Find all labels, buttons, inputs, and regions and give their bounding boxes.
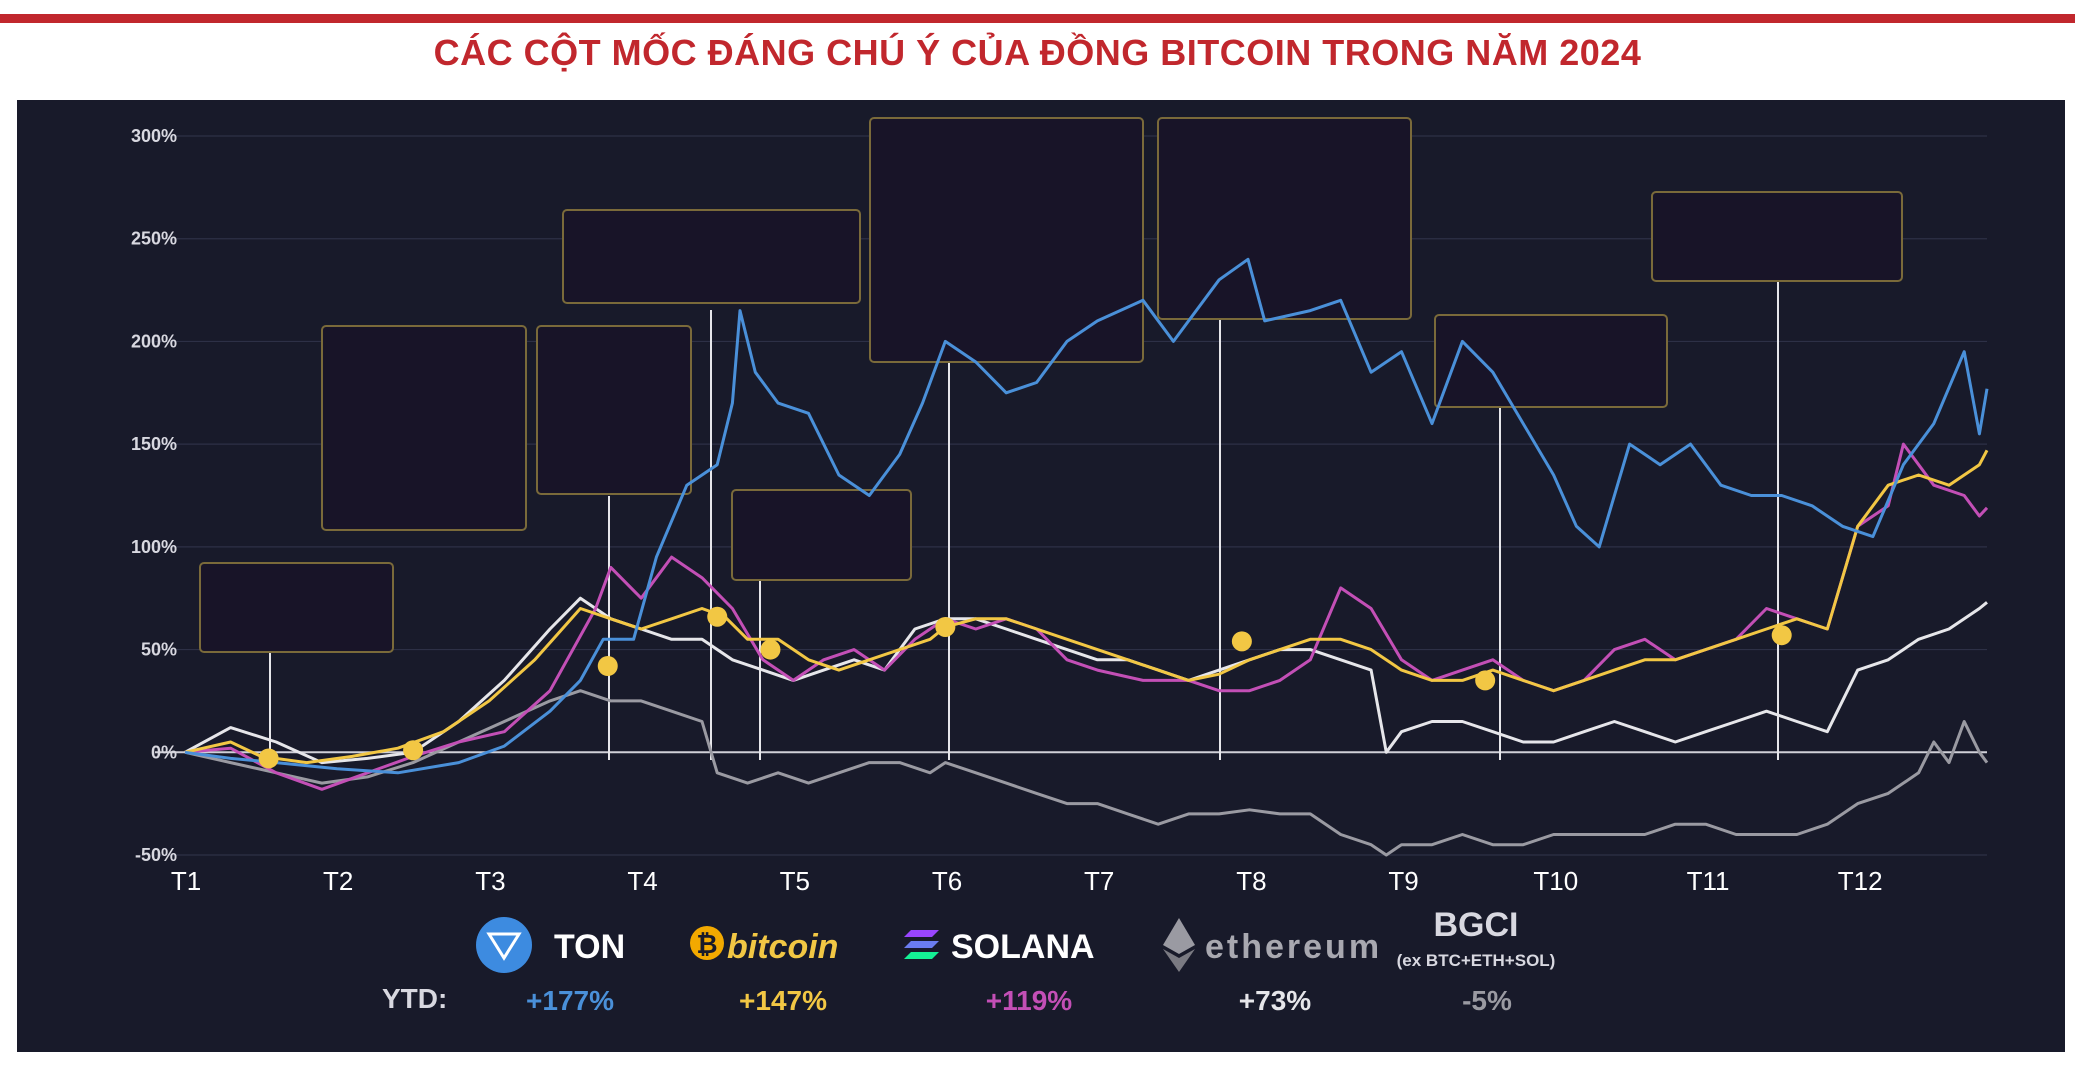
callout-box bbox=[199, 562, 394, 653]
legend-name-bitcoin: bitcoin bbox=[727, 928, 838, 966]
series-line-ethereum bbox=[184, 596, 1988, 765]
y-tick-label: 100% bbox=[131, 537, 177, 557]
legend-ytd-ton: +177% bbox=[526, 985, 614, 1016]
y-tick-label: 250% bbox=[131, 229, 177, 249]
y-tick-label: 150% bbox=[131, 434, 177, 454]
callout-box bbox=[562, 209, 861, 304]
bitcoin-icon bbox=[690, 926, 724, 960]
solana-icon bbox=[904, 952, 939, 959]
line-chart: 300% 250% 200% 150% 100% 50% 0% -50% T1 T2 T3 T4 T5… bbox=[131, 117, 1989, 1016]
legend-ytd-ethereum: +73% bbox=[1239, 985, 1311, 1016]
x-tick-label: T4 bbox=[627, 866, 657, 896]
ytd-label: YTD: bbox=[382, 983, 447, 1014]
legend-name-solana: SOLANA bbox=[951, 928, 1095, 966]
callout-box bbox=[1434, 314, 1668, 408]
callout-box bbox=[731, 489, 912, 581]
y-tick-label: -50% bbox=[135, 845, 177, 865]
y-tick-label: 200% bbox=[131, 331, 177, 351]
milestone-marker bbox=[1475, 670, 1496, 691]
milestone-marker bbox=[597, 656, 618, 677]
ton-glyph bbox=[486, 932, 522, 961]
y-tick-label: 300% bbox=[131, 126, 177, 146]
y-tick-label: 0% bbox=[151, 742, 177, 762]
legend-subtitle: (ex BTC+ETH+SOL) bbox=[1397, 951, 1556, 970]
callout-box bbox=[1651, 191, 1903, 282]
ethereum-icon-base bbox=[1163, 949, 1195, 972]
legend-name-ethereum: ethereum bbox=[1205, 928, 1382, 966]
top-rule bbox=[0, 14, 2075, 23]
milestone-marker bbox=[1231, 631, 1252, 652]
x-tick-label: T5 bbox=[780, 866, 810, 896]
page-title: CÁC CỘT MỐC ĐÁNG CHÚ Ý CỦA ĐỒNG BITCOIN … bbox=[433, 32, 1642, 73]
legend-name-bgci: BGCI bbox=[1434, 906, 1519, 944]
solana-icon bbox=[904, 941, 939, 948]
callout-box bbox=[869, 117, 1144, 363]
bitcoin-symbol: ₿ bbox=[696, 929, 717, 959]
x-tick-label: T9 bbox=[1388, 866, 1418, 896]
ethereum-icon bbox=[1163, 918, 1195, 954]
x-tick-label: T8 bbox=[1236, 866, 1266, 896]
callout-box bbox=[1157, 117, 1412, 320]
milestone-marker bbox=[707, 606, 728, 627]
ton-icon bbox=[476, 917, 532, 973]
x-tick-label: T1 bbox=[171, 866, 201, 896]
x-tick-label: T2 bbox=[323, 866, 353, 896]
milestone-marker bbox=[258, 748, 279, 769]
x-tick-label: T3 bbox=[475, 866, 505, 896]
milestone-marker bbox=[935, 616, 956, 637]
x-tick-label: T7 bbox=[1084, 866, 1114, 896]
milestone-marker bbox=[403, 740, 424, 761]
callout-box bbox=[321, 325, 527, 531]
legend-name-ton: TON bbox=[554, 928, 625, 966]
x-tick-label: T6 bbox=[932, 866, 962, 896]
solana-icon bbox=[904, 930, 939, 937]
series-line-bitcoin bbox=[184, 449, 1989, 765]
chart-panel: 300% 250% 200% 150% 100% 50% 0% -50% T1 T2 T3 T4 T5… bbox=[17, 100, 2065, 1052]
callout-box bbox=[536, 325, 692, 495]
legend-ytd-bitcoin: +147% bbox=[739, 985, 827, 1016]
milestone-marker bbox=[760, 639, 781, 660]
x-tick-label: T11 bbox=[1687, 866, 1730, 896]
series-line-ton bbox=[184, 257, 1989, 775]
milestone-marker bbox=[1771, 625, 1792, 646]
legend-ytd-solana: +119% bbox=[986, 985, 1073, 1016]
series-line-bgci bbox=[184, 689, 1989, 857]
x-tick-label: T12 bbox=[1838, 866, 1883, 896]
legend-ytd-bgci: -5% bbox=[1462, 985, 1512, 1016]
y-tick-label: 50% bbox=[141, 640, 177, 660]
x-tick-label: T10 bbox=[1533, 866, 1578, 896]
